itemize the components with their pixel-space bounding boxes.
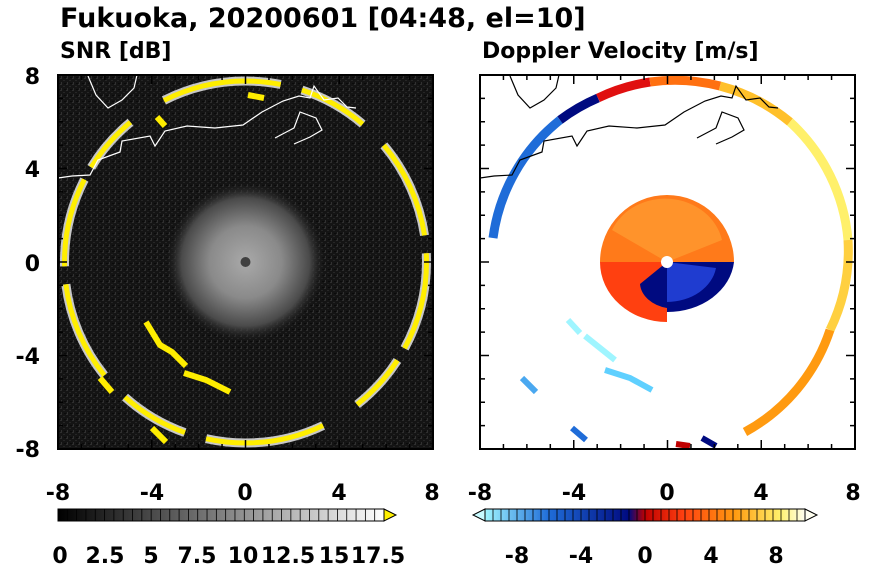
snr-ytick-label: 8 — [25, 65, 40, 90]
snr-colorbar-label: 15 — [319, 544, 350, 569]
vel-colorbar-label: -8 — [505, 544, 529, 569]
vel-xtick-label: -4 — [562, 481, 586, 506]
snr-colorbar — [57, 508, 398, 522]
snr-xtick-label: 8 — [424, 481, 439, 506]
vel-plot-area — [480, 75, 855, 449]
snr-ticks — [57, 74, 434, 450]
snr-colorbar-label: 5 — [143, 544, 158, 569]
vel-colorbar-label: 0 — [637, 544, 652, 569]
vel-xtick-label: 4 — [753, 481, 768, 506]
vel-colorbar-label: -4 — [569, 544, 593, 569]
snr-colorbar-label: 17.5 — [351, 544, 405, 569]
snr-colorbar-label: 2.5 — [86, 544, 125, 569]
vel-xtick-label: 8 — [845, 481, 860, 506]
snr-ytick-label: 0 — [25, 252, 40, 277]
snr-colorbar-extend-max — [383, 508, 398, 522]
snr-ytick-label: 4 — [25, 158, 40, 183]
snr-ytick-label: -4 — [16, 345, 40, 370]
snr-colorbar-label: 10 — [228, 544, 259, 569]
snr-panel-title: SNR [dB] — [60, 39, 171, 64]
vel-xtick-label: 0 — [659, 481, 674, 506]
snr-radar-origin — [240, 257, 251, 267]
snr-colorbar-labels: 0 2.5 5 7.5 10 12.5 15 17.5 — [52, 544, 405, 569]
vel-coastline — [480, 75, 779, 179]
snr-colorbar-label: 7.5 — [178, 544, 217, 569]
vel-center-echo — [600, 195, 734, 322]
snr-xtick-label: -8 — [46, 481, 70, 506]
snr-xtick-label: 0 — [237, 481, 252, 506]
snr-xtick-label: -4 — [140, 481, 164, 506]
vel-colorbar-extend-min — [471, 508, 486, 522]
snr-plot-area — [58, 75, 433, 449]
vel-ticks — [479, 74, 856, 450]
snr-xtick-label: 4 — [331, 481, 346, 506]
snr-inner-clutter — [97, 92, 265, 445]
vel-colorbar-label: 8 — [768, 544, 783, 569]
vel-colorbar-labels: -8 -4 0 4 8 — [505, 544, 784, 569]
vel-colorbar-label: 4 — [703, 544, 718, 569]
vel-panel-title: Doppler Velocity [m/s] — [482, 39, 759, 64]
vel-ring-echo — [488, 75, 853, 436]
vel-xtick-label: -8 — [468, 481, 492, 506]
snr-coastline — [58, 75, 357, 179]
vel-radar-origin — [661, 256, 673, 268]
figure-title: Fukuoka, 20200601 [04:48, el=10] — [60, 3, 586, 34]
snr-colorbar-label: 12.5 — [261, 544, 315, 569]
snr-colorbar-label: 0 — [52, 544, 67, 569]
vel-colorbar — [471, 508, 819, 522]
vel-colorbar-extend-max — [804, 508, 819, 522]
snr-ytick-label: -8 — [16, 438, 40, 463]
